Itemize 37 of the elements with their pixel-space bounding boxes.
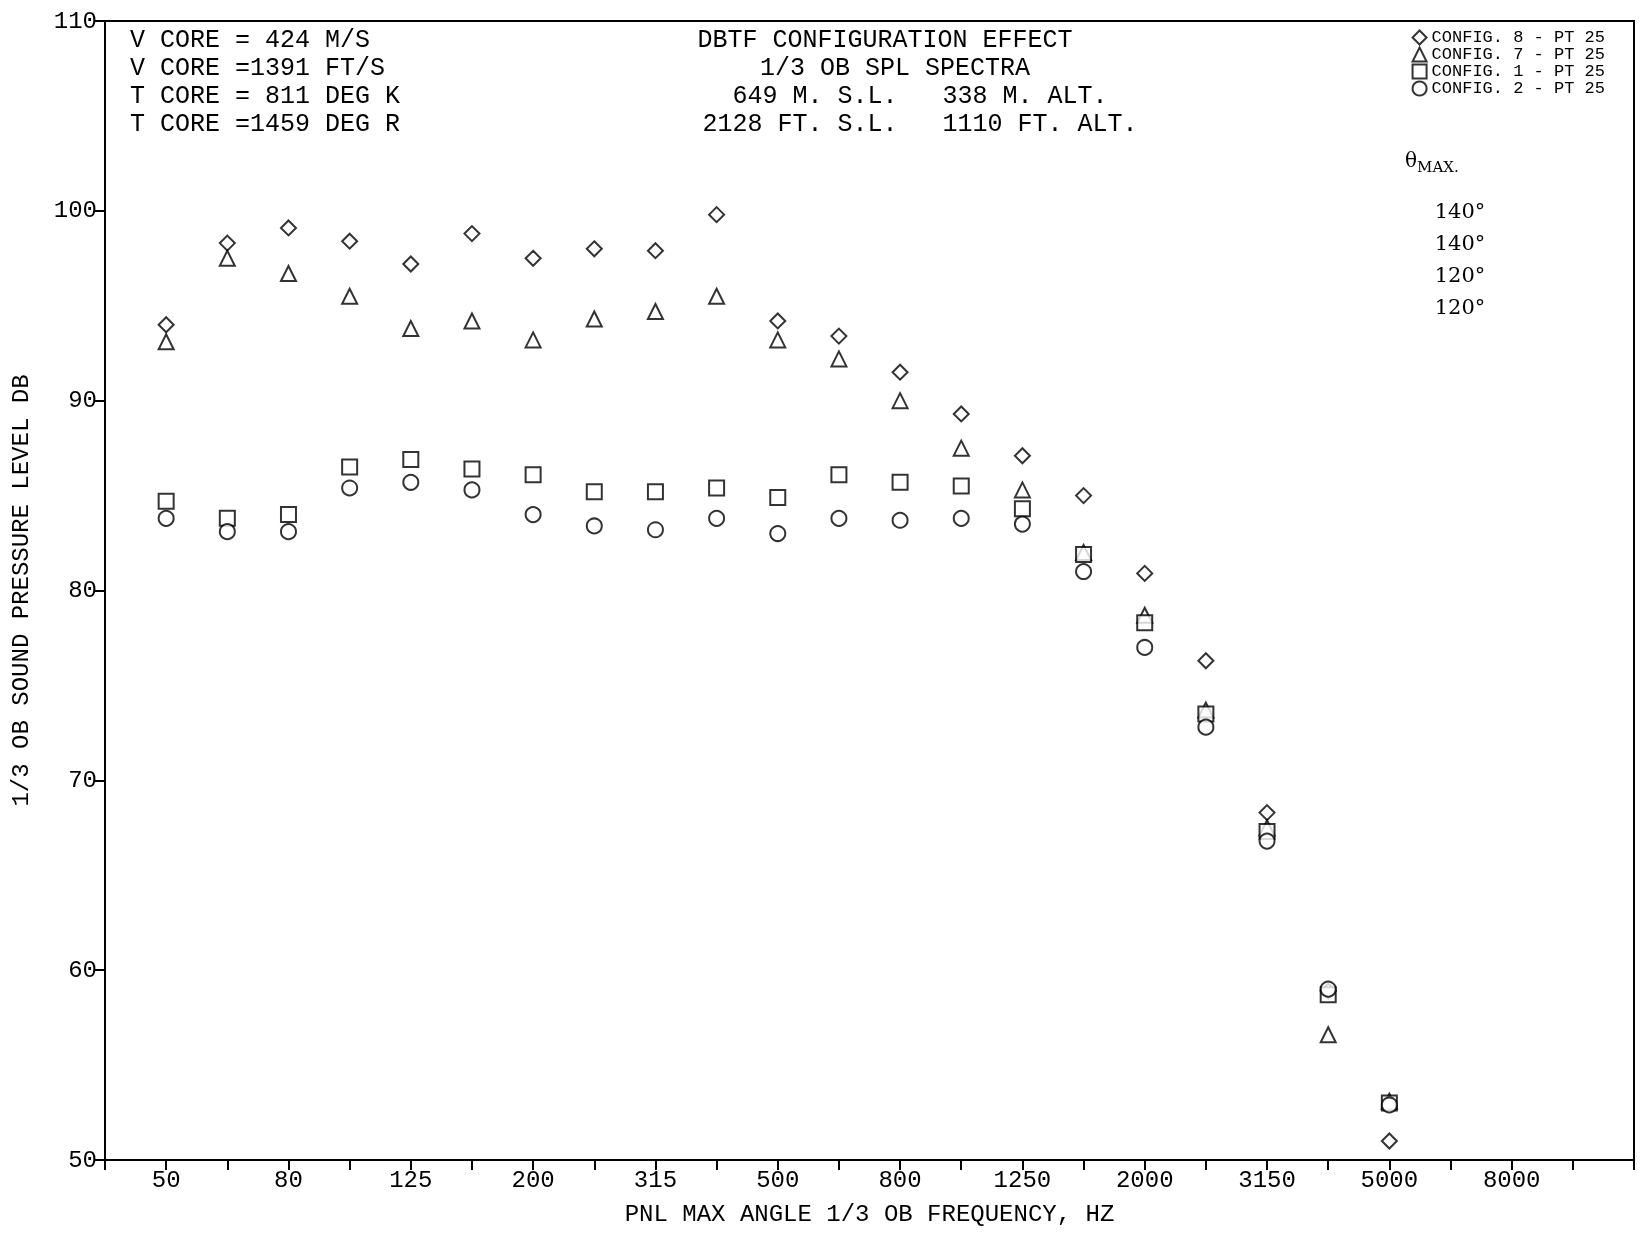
- annotation: T CORE =1459 DEG R: [130, 110, 401, 139]
- x-tick-label: 200: [511, 1166, 555, 1194]
- y-tick-label: 80: [68, 577, 97, 604]
- chart-title: DBTF CONFIGURATION EFFECT: [697, 26, 1073, 55]
- x-tick-label: 500: [756, 1166, 800, 1194]
- x-tick-label: 800: [878, 1166, 922, 1194]
- x-tick-label: 8000: [1482, 1166, 1541, 1194]
- y-tick-label: 110: [53, 7, 97, 35]
- annotation: 120°: [1434, 262, 1486, 287]
- annotation: 140°: [1434, 230, 1486, 255]
- x-tick-label: 50: [151, 1166, 181, 1194]
- legend-label: CONFIG. 2 - PT 25: [1431, 79, 1606, 98]
- x-tick-label: 3150: [1238, 1166, 1296, 1194]
- y-tick-label: 50: [68, 1146, 97, 1174]
- x-tick-label: 1250: [993, 1166, 1052, 1194]
- annotation: T CORE = 811 DEG K: [130, 82, 401, 111]
- y-tick-label: 100: [53, 197, 97, 225]
- annotation: V CORE =1391 FT/S: [130, 54, 386, 83]
- text: 1/3 OB SPL SPECTRA: [759, 54, 1031, 83]
- annotation: 2128 FT. S.L. 1110 FT. ALT.: [702, 110, 1138, 139]
- annotation: 649 M. S.L. 338 M. ALT.: [732, 82, 1108, 111]
- y-tick-label: 60: [68, 956, 97, 984]
- x-tick-label: 5000: [1360, 1166, 1419, 1194]
- x-tick-label: 2000: [1115, 1166, 1174, 1194]
- y-tick-label: 70: [68, 766, 97, 794]
- legend-label: CONFIG. 8 - PT 25: [1431, 28, 1606, 47]
- annotation: 140°: [1434, 198, 1486, 223]
- x-axis-title: PNL MAX ANGLE 1/3 OB FREQUENCY, HZ: [624, 1200, 1115, 1228]
- annotation: V CORE = 424 M/S: [130, 26, 371, 55]
- x-tick-label: 315: [633, 1166, 678, 1194]
- legend-label: CONFIG. 7 - PT 25: [1431, 45, 1606, 64]
- annotation: 120°: [1434, 294, 1486, 319]
- y-tick-label: 90: [68, 387, 97, 415]
- x-tick-label: 80: [274, 1166, 303, 1194]
- y-axis-title: 1/3 OB SOUND PRESSURE LEVEL DB: [7, 374, 35, 807]
- x-tick-label: 125: [389, 1166, 433, 1194]
- legend-label: CONFIG. 1 - PT 25: [1431, 62, 1606, 81]
